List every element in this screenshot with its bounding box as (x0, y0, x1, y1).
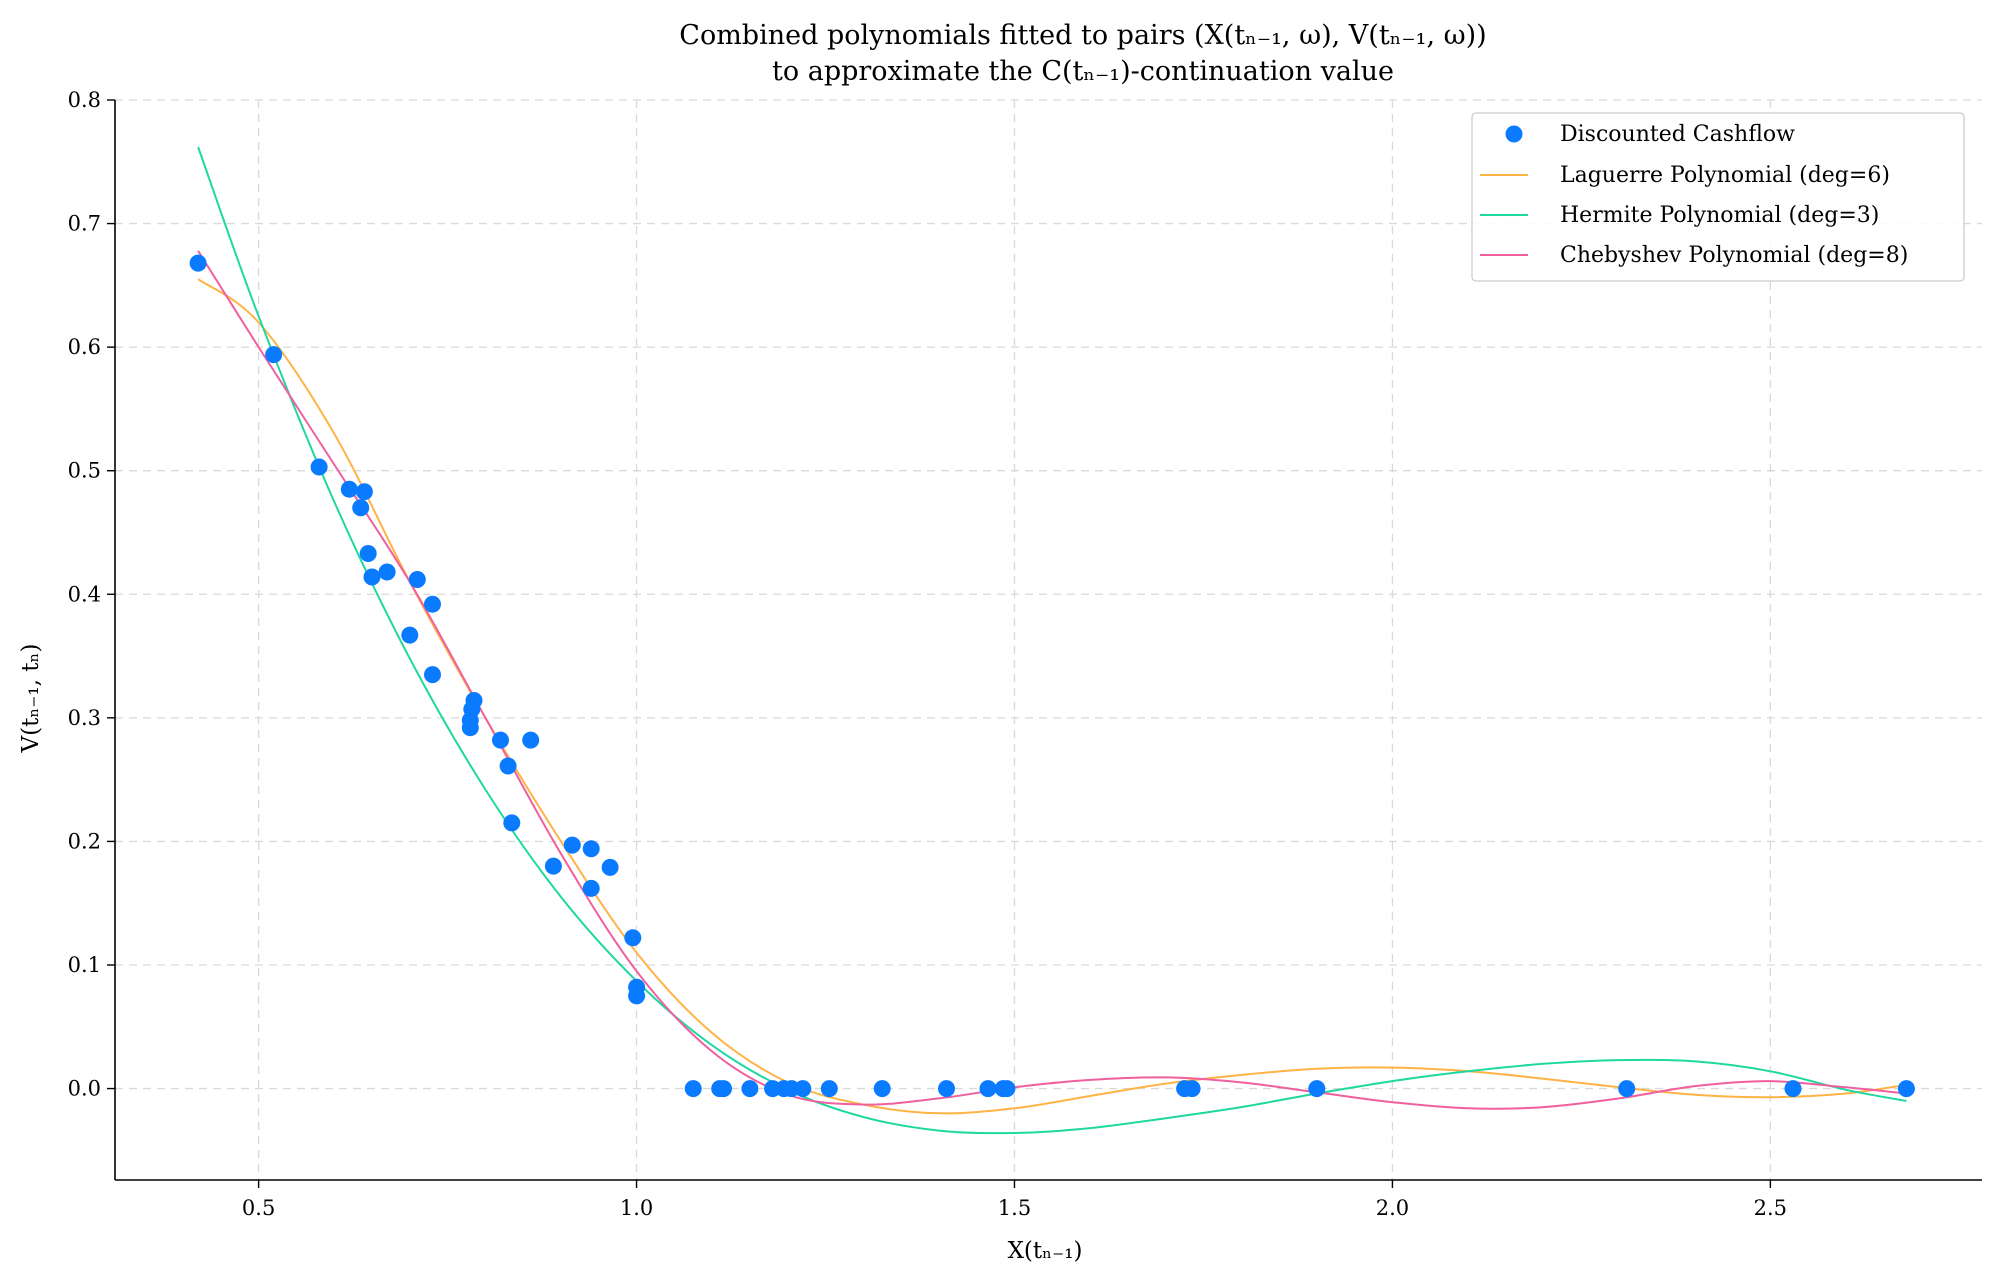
legend-marker-discounted-cashflow (1505, 125, 1523, 143)
y-axis-label: V(tₙ₋₁, tₙ) (18, 644, 44, 754)
data-point (1618, 1080, 1636, 1098)
data-point (794, 1080, 812, 1098)
x-tick-label: 1.0 (620, 1196, 653, 1220)
data-point (499, 757, 517, 775)
data-point (582, 840, 600, 858)
data-point (873, 1080, 891, 1098)
data-point (624, 929, 642, 947)
data-point (544, 857, 562, 875)
data-point (355, 483, 373, 501)
legend-label-laguerre: Laguerre Polynomial (deg=6) (1560, 163, 1890, 188)
data-point (820, 1080, 838, 1098)
series-lines (197, 146, 1907, 1135)
data-point (1897, 1080, 1915, 1098)
axes (114, 100, 1982, 1181)
data-point (352, 499, 370, 517)
y-tick-label: 0.2 (68, 829, 101, 853)
data-point (363, 568, 381, 586)
data-point (189, 254, 207, 272)
data-point (1784, 1080, 1802, 1098)
laguerre-curve (197, 278, 1907, 1115)
x-tick-label: 2.5 (1754, 1196, 1787, 1220)
y-tick-label: 0.8 (68, 88, 101, 112)
data-point (1308, 1080, 1326, 1098)
data-point (715, 1080, 732, 1098)
legend-label-discounted-cashflow: Discounted Cashflow (1560, 122, 1795, 147)
chart-title-line-1: Combined polynomials fitted to pairs (X(… (679, 20, 1486, 51)
data-point (310, 458, 328, 476)
ticks: 0.5 1.0 1.5 2.0 2.5 0.0 0.1 0.2 0.3 0.4 0.5 0.6 0.7 0… (68, 88, 1787, 1220)
data-point (741, 1080, 759, 1098)
data-point (601, 858, 619, 876)
y-tick-label: 0.0 (68, 1077, 101, 1101)
chebyshev-curve (197, 250, 1907, 1110)
y-tick-label: 0.3 (68, 706, 101, 730)
data-point (492, 731, 509, 749)
data-point (408, 571, 426, 588)
y-tick-label: 0.7 (68, 212, 101, 236)
legend-label-chebyshev: Chebyshev Polynomial (deg=8) (1560, 243, 1908, 268)
legend-label-hermite: Hermite Polynomial (deg=3) (1560, 203, 1879, 228)
data-point (401, 626, 419, 644)
x-tick-label: 1.5 (998, 1196, 1031, 1220)
data-points (189, 254, 1915, 1098)
data-point (563, 836, 581, 854)
chart-title-line-2: to approximate the C(tₙ₋₁)-continuation … (772, 56, 1394, 87)
legend-box (1471, 112, 1965, 282)
x-tick-label: 0.5 (242, 1196, 275, 1220)
data-point (979, 1080, 997, 1098)
x-tick-label: 2.0 (1376, 1196, 1409, 1220)
data-point (582, 879, 600, 897)
data-point (378, 563, 396, 581)
data-point (938, 1080, 955, 1098)
data-point (265, 346, 283, 364)
data-point (424, 666, 441, 684)
y-tick-label: 0.5 (68, 459, 101, 483)
data-point (424, 595, 441, 613)
y-tick-label: 0.4 (68, 582, 101, 606)
data-point (503, 814, 521, 832)
data-point (628, 987, 646, 1005)
legend: Discounted Cashflow Laguerre Polynomial … (1471, 112, 1965, 282)
data-point (359, 545, 377, 562)
data-point (1183, 1080, 1201, 1098)
data-point (340, 480, 358, 498)
data-point (522, 731, 540, 749)
x-axis-label: X(tₙ₋₁) (1008, 1238, 1083, 1264)
y-tick-label: 0.6 (68, 335, 101, 359)
data-point (998, 1080, 1016, 1098)
data-point (684, 1080, 702, 1098)
y-tick-label: 0.1 (68, 953, 101, 977)
hermite-curve (197, 146, 1907, 1135)
data-point (465, 692, 483, 709)
